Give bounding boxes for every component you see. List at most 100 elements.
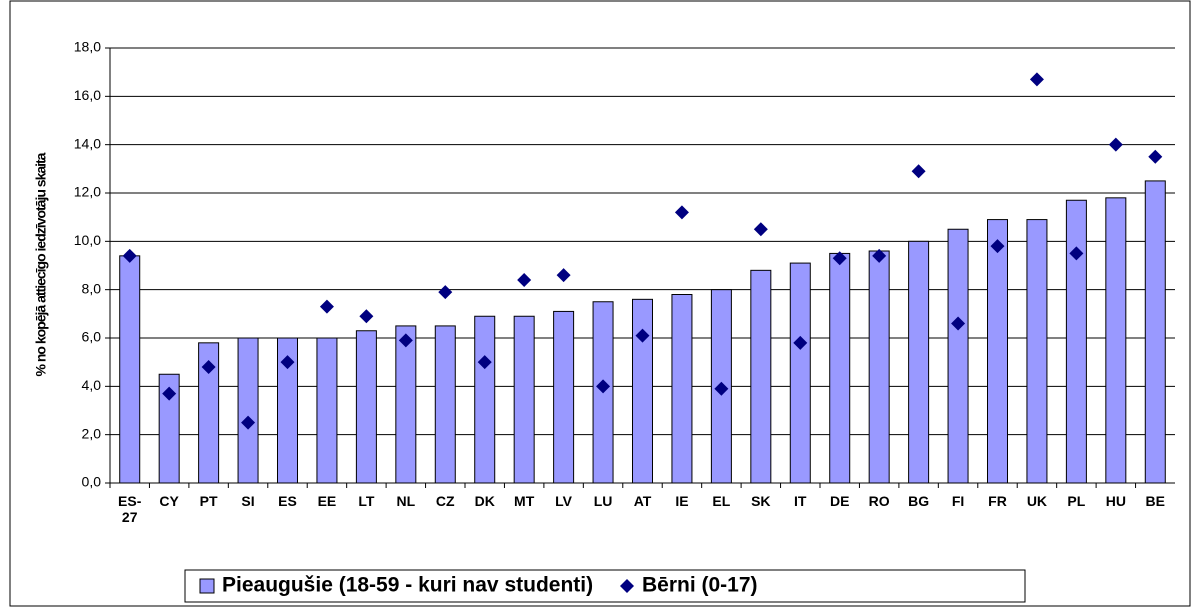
bar xyxy=(355,330,377,484)
x-tick-label: ES-27 xyxy=(118,493,142,525)
x-tick-label: IE xyxy=(675,493,689,509)
x-tick-label: FI xyxy=(951,493,965,509)
x-tick-label: DK xyxy=(474,493,495,509)
x-tick-label: DE xyxy=(830,493,849,509)
diamond-marker xyxy=(201,360,216,374)
x-tick-label: SK xyxy=(751,493,770,509)
diamond-marker xyxy=(990,239,1005,254)
y-tick-label: 16,0 xyxy=(74,87,101,103)
diamond-marker xyxy=(438,285,453,300)
bar xyxy=(1105,197,1127,484)
x-tick-label: CY xyxy=(159,493,179,509)
x-tick-label: PL xyxy=(1067,493,1086,509)
x-tick-label: LV xyxy=(555,493,573,509)
bar xyxy=(1144,180,1166,484)
x-tick-label: CZ xyxy=(435,493,455,509)
legend-label: Pieaugušie (18-59 - kuri nav studenti) xyxy=(222,574,593,597)
x-tick-label: EL xyxy=(712,493,731,509)
diamond-marker xyxy=(635,328,650,343)
x-tick-label: CY xyxy=(159,493,179,509)
x-tick-label: BG xyxy=(908,493,930,509)
x-tick-label: EE xyxy=(317,493,337,509)
x-tick-label: LV xyxy=(555,493,573,509)
diamond-marker xyxy=(517,273,532,287)
legend-swatch xyxy=(620,579,634,593)
diamond-marker xyxy=(162,386,177,401)
bar xyxy=(119,255,141,484)
x-tick-label: ES xyxy=(278,493,297,509)
diamond-marker xyxy=(753,222,768,237)
x-tick-label: IE xyxy=(675,493,689,509)
bar xyxy=(434,325,456,484)
bar xyxy=(908,240,930,484)
x-tick-label: RO xyxy=(868,493,890,509)
x-tick-label: MT xyxy=(514,493,535,509)
bar xyxy=(395,325,417,484)
y-tick-label: 6,0 xyxy=(82,329,102,345)
diamond-marker xyxy=(1069,246,1084,261)
diamond-marker xyxy=(1148,149,1163,164)
x-tick-label: BE xyxy=(1146,493,1165,509)
diamond-marker xyxy=(596,379,611,394)
x-tick-label: ES xyxy=(278,493,297,509)
legend-swatch xyxy=(199,578,215,594)
bar xyxy=(671,294,693,484)
bar xyxy=(316,337,338,484)
x-tick-label: UK xyxy=(1027,493,1047,509)
bar xyxy=(750,269,772,484)
bar xyxy=(632,298,653,484)
bar xyxy=(868,250,890,484)
x-tick-label: NL xyxy=(396,493,415,509)
diamond-marker xyxy=(714,381,729,396)
x-tick-label: IT xyxy=(794,493,807,509)
x-tick-label: IT xyxy=(794,493,807,509)
x-tick-label: ES-27 xyxy=(118,493,142,525)
bar xyxy=(237,337,259,484)
x-tick-label: AT xyxy=(633,493,652,509)
bar xyxy=(987,219,1008,484)
x-tick-label: MT xyxy=(514,493,535,509)
y-tick-label: 10,0 xyxy=(74,232,101,248)
x-tick-label: BG xyxy=(908,493,930,509)
x-tick-label: HU xyxy=(1105,493,1126,509)
y-tick-label: 12,0 xyxy=(74,184,101,200)
x-tick-label: HU xyxy=(1105,493,1126,509)
x-tick-label: LT xyxy=(358,493,375,509)
y-tick-label: 18,0 xyxy=(74,39,101,55)
x-tick-label: EL xyxy=(712,493,731,509)
diamond-marker xyxy=(872,248,887,263)
diamond-marker xyxy=(951,316,966,331)
x-tick-label: LU xyxy=(593,493,613,509)
bar xyxy=(1065,199,1087,484)
legend-label: Bērni (0-17) xyxy=(642,574,758,597)
diamond-marker xyxy=(477,355,492,370)
bar xyxy=(553,310,575,484)
x-tick-label: PT xyxy=(200,493,218,509)
bar xyxy=(829,252,851,484)
bar xyxy=(513,315,535,484)
y-tick-label: 14,0 xyxy=(74,135,101,151)
x-tick-label: SI xyxy=(241,493,255,509)
x-tick-label: CZ xyxy=(435,493,455,509)
x-tick-label: LU xyxy=(593,493,613,509)
y-tick-label: 2,0 xyxy=(82,425,102,441)
diamond-marker xyxy=(793,335,808,350)
x-tick-label: RO xyxy=(868,493,890,509)
x-tick-label: FI xyxy=(951,493,965,509)
diamond-marker xyxy=(280,355,295,370)
x-tick-label: EE xyxy=(317,493,337,509)
diamond-marker xyxy=(122,248,137,263)
diamond-marker xyxy=(1108,137,1123,152)
x-tick-label: AT xyxy=(633,493,652,509)
diamond-marker xyxy=(241,415,256,430)
diamond-marker xyxy=(832,251,847,266)
diamond-marker xyxy=(674,205,689,220)
x-tick-label: PL xyxy=(1067,493,1086,509)
x-tick-label: FR xyxy=(988,493,1007,509)
x-tick-label: DK xyxy=(474,493,495,509)
diamond-marker xyxy=(911,164,926,179)
x-tick-label: LT xyxy=(358,493,375,509)
legend xyxy=(184,569,1026,603)
bar xyxy=(789,262,811,484)
